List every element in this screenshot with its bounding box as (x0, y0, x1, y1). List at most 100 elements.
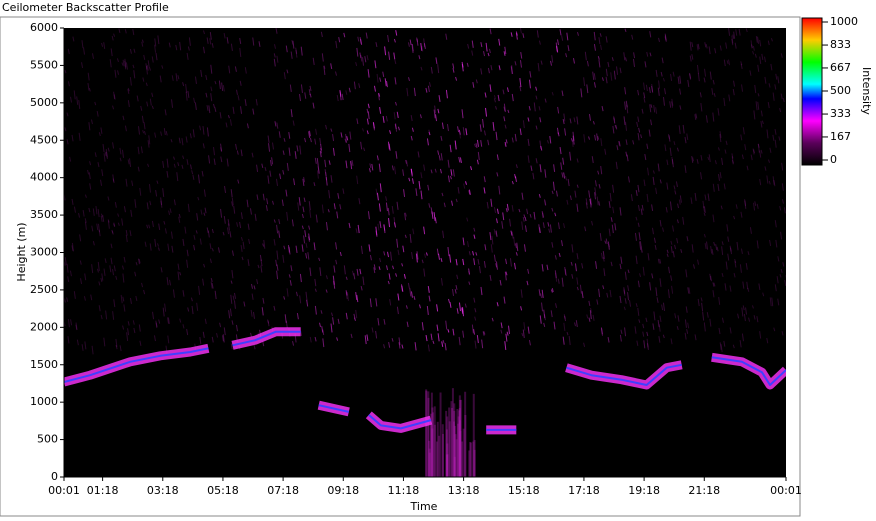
noise-streak (314, 288, 317, 292)
noise-streak (200, 209, 203, 215)
noise-streak (651, 84, 654, 94)
noise-streak (755, 101, 758, 111)
noise-streak (228, 223, 231, 231)
noise-streak (436, 304, 439, 312)
noise-streak (461, 64, 464, 72)
noise-streak (734, 261, 737, 268)
noise-streak (635, 190, 638, 196)
noise-streak (458, 336, 461, 346)
noise-streak (456, 308, 459, 314)
noise-streak (97, 261, 100, 271)
noise-streak (345, 276, 348, 280)
noise-streak (276, 55, 279, 63)
noise-streak (447, 175, 450, 183)
noise-streak (782, 262, 785, 267)
noise-streak (544, 199, 547, 206)
noise-streak (219, 112, 222, 119)
noise-streak (197, 174, 200, 184)
noise-streak (664, 34, 667, 42)
noise-streak (496, 154, 499, 160)
noise-streak (140, 105, 143, 111)
noise-streak (341, 93, 344, 101)
noise-streak (551, 242, 554, 248)
noise-streak (179, 271, 182, 276)
noise-streak (428, 295, 431, 302)
x-tick-label: 13:18 (448, 484, 480, 497)
noise-streak (609, 289, 612, 298)
noise-streak (506, 331, 509, 336)
noise-streak (697, 259, 700, 265)
noise-streak (377, 93, 380, 101)
colorbar-tick-label: 1000 (830, 15, 858, 28)
noise-streak (168, 210, 171, 215)
noise-streak (81, 40, 84, 49)
noise-streak (735, 29, 738, 36)
noise-streak (145, 82, 148, 87)
noise-streak (356, 294, 359, 303)
noise-streak (299, 295, 302, 304)
noise-streak (111, 230, 114, 235)
noise-streak (273, 219, 276, 223)
noise-streak (276, 270, 279, 280)
noise-streak (554, 270, 557, 279)
noise-streak (155, 320, 158, 329)
noise-streak (609, 192, 612, 202)
noise-streak (210, 277, 213, 282)
noise-streak (166, 170, 169, 178)
noise-streak (417, 151, 420, 158)
noise-streak (330, 323, 333, 333)
noise-streak (286, 162, 289, 171)
noise-streak (710, 246, 713, 254)
noise-streak (488, 48, 491, 54)
noise-streak (669, 201, 672, 211)
noise-streak (713, 282, 716, 287)
noise-streak (594, 187, 597, 196)
noise-streak (723, 59, 726, 67)
noise-streak (489, 28, 492, 35)
noise-streak (146, 101, 149, 107)
noise-streak (236, 150, 239, 155)
noise-streak (190, 297, 193, 302)
noise-streak (115, 344, 118, 350)
noise-streak (388, 218, 391, 228)
noise-streak (283, 138, 286, 142)
noise-streak (404, 234, 407, 239)
noise-streak (220, 156, 223, 163)
noise-streak (220, 143, 223, 151)
noise-streak (781, 183, 784, 191)
noise-streak (561, 35, 564, 41)
noise-streak (100, 179, 103, 186)
noise-streak (674, 190, 677, 195)
noise-streak (468, 270, 470, 276)
noise-streak (164, 109, 167, 116)
noise-streak (657, 163, 660, 172)
noise-streak (117, 222, 120, 226)
noise-streak (543, 314, 546, 321)
noise-streak (754, 201, 757, 207)
noise-streak (511, 93, 514, 102)
noise-streak (426, 305, 429, 316)
noise-streak (169, 279, 172, 286)
noise-streak (759, 39, 762, 47)
noise-streak (97, 209, 100, 218)
noise-streak (781, 199, 784, 204)
noise-streak (156, 180, 159, 184)
noise-streak (286, 69, 289, 74)
noise-streak (366, 108, 369, 114)
noise-streak (346, 291, 349, 301)
noise-streak (567, 178, 570, 187)
noise-streak (510, 230, 513, 236)
noise-streak (427, 184, 430, 191)
noise-streak (521, 221, 524, 231)
noise-streak (452, 68, 455, 73)
noise-streak (457, 187, 460, 194)
noise-streak (762, 292, 765, 297)
noise-streak (598, 59, 601, 68)
noise-streak (624, 271, 627, 280)
noise-streak (366, 334, 369, 341)
noise-streak (732, 88, 735, 96)
noise-streak (509, 218, 512, 227)
noise-streak (398, 342, 401, 349)
noise-streak (396, 111, 399, 119)
